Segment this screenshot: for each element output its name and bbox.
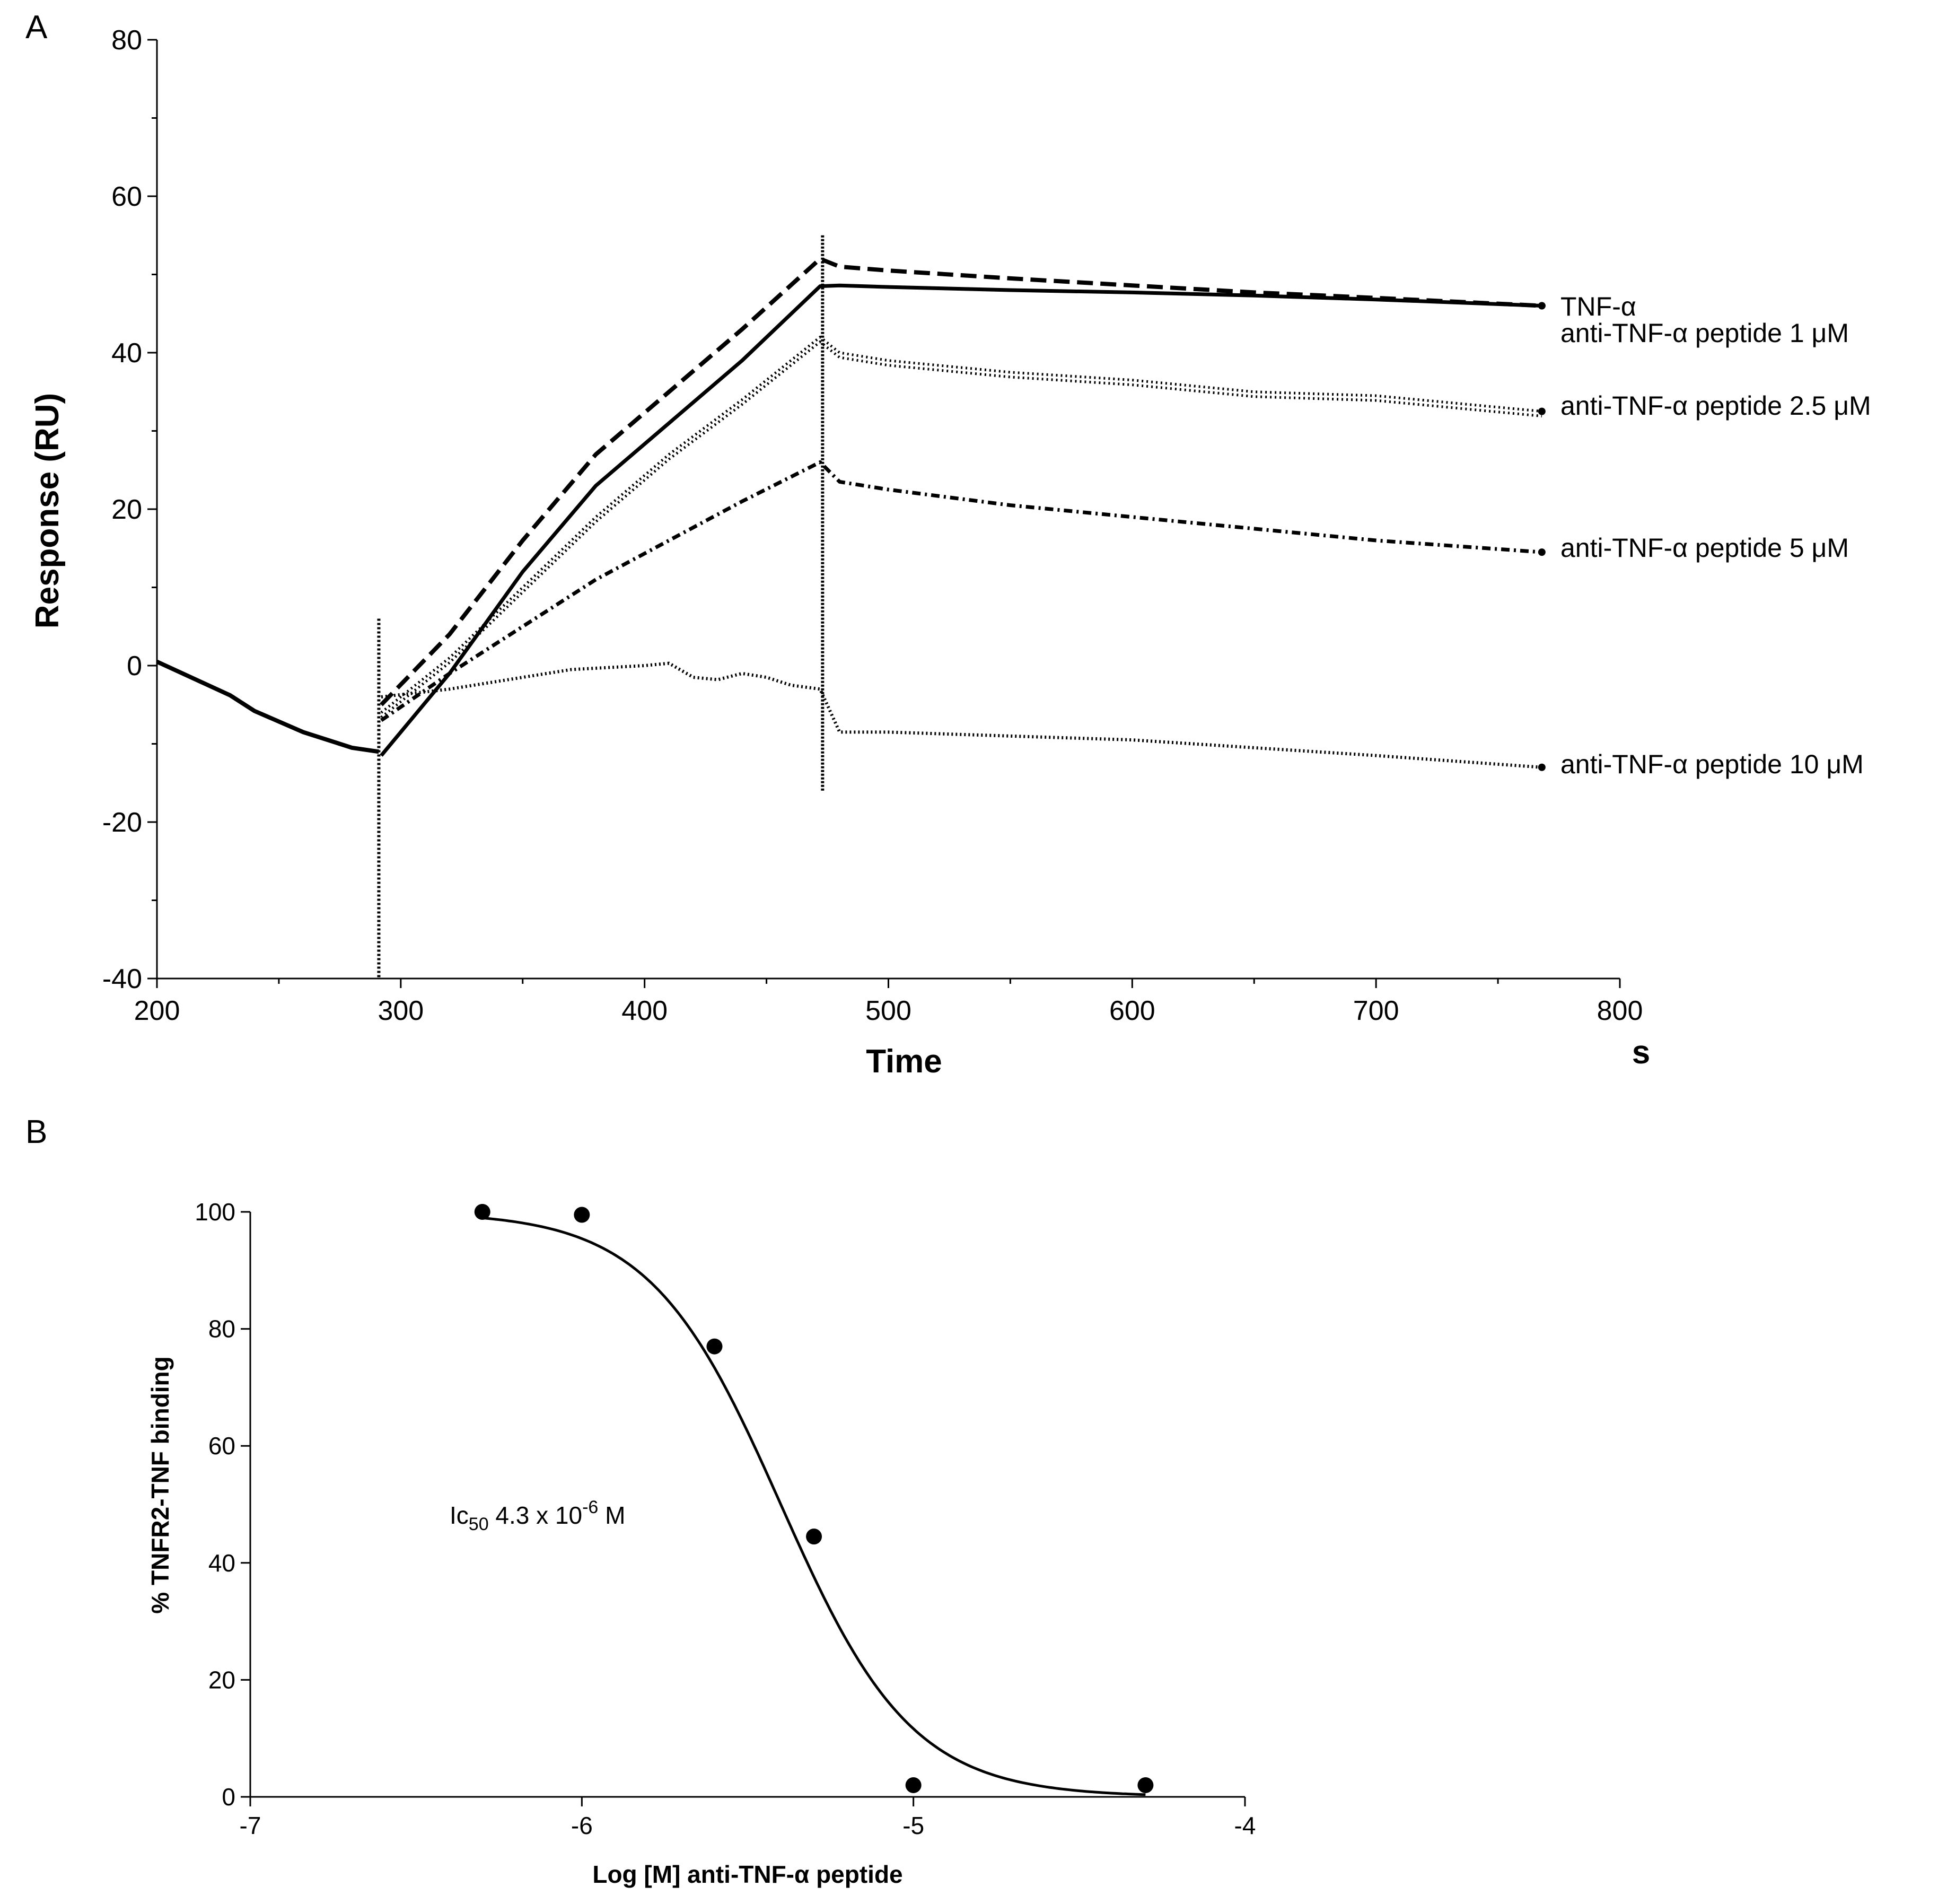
panel-b-y-tick-label: 20 [208, 1666, 235, 1693]
panel-b-y-tick-label: 60 [208, 1432, 235, 1460]
panel-a-x-tick-label: 500 [865, 995, 911, 1026]
ic50-value: 4.3 x 10 [495, 1501, 582, 1529]
series-10um-line [381, 661, 1542, 769]
series-1um-line [380, 283, 1542, 757]
panel-b-x-tick-label: -4 [1234, 1812, 1256, 1839]
series-label-2-5um: anti-TNF-α peptide 2.5 μM [1560, 391, 1871, 421]
data-point [706, 1338, 723, 1355]
series-2-5um-line [380, 336, 1542, 714]
series-tnf-line [380, 257, 1542, 706]
panel-b-y-tick-label: 40 [208, 1549, 235, 1577]
panel-a-x-unit: s [1632, 1034, 1650, 1071]
panel-a-letter: A [25, 9, 48, 46]
data-point [1137, 1777, 1154, 1793]
series-label-tnf: TNF-α [1560, 292, 1636, 321]
series-end-marker [1538, 302, 1546, 310]
ic50-unit: M [605, 1501, 625, 1529]
ic50-subscript: 50 [469, 1514, 489, 1534]
panel-a-x-tick-label: 700 [1353, 995, 1399, 1026]
ic50-prefix: Ic [450, 1501, 469, 1529]
panel-a-x-tick-label: 400 [621, 995, 668, 1026]
panel-b-y-tick-label: 0 [222, 1783, 235, 1811]
series-end-marker [1538, 763, 1546, 771]
series-label-5um: anti-TNF-α peptide 5 μM [1560, 533, 1849, 563]
data-point [474, 1204, 490, 1220]
panel-a-y-tick-label: -20 [102, 807, 142, 838]
panel-b-y-tick-label: 80 [208, 1315, 235, 1343]
panel-b-x-title: Log [M] anti-TNF-α peptide [592, 1861, 902, 1888]
panel-a-x-tick-label: 300 [378, 995, 424, 1026]
baseline-trace [156, 659, 379, 754]
panel-a-x-tick-label: 600 [1109, 995, 1155, 1026]
series-2-5um-line-second [380, 340, 1542, 719]
panel-a-y-tick-label: 80 [111, 25, 142, 56]
ic50-exponent: -6 [582, 1497, 598, 1517]
ic50-annotation: Ic50 4.3 x 10-6 M [450, 1497, 625, 1534]
data-point [905, 1777, 922, 1793]
panel-a-y-title: Response (RU) [29, 393, 66, 628]
series-end-marker [1538, 548, 1546, 556]
data-point [806, 1529, 822, 1545]
ic50-fit-curve [482, 1216, 1146, 1796]
panel-b-x-tick-label: -7 [240, 1812, 261, 1839]
panel-b-x-tick-label: -6 [571, 1812, 593, 1839]
panel-b-y-title: % TNFR2-TNF binding [146, 1356, 174, 1613]
panel-a-y-tick-label: 0 [127, 651, 142, 682]
data-point [574, 1207, 590, 1223]
panel-a-y-tick-label: 40 [111, 338, 142, 369]
panel-a-x-tick-label: 800 [1597, 995, 1643, 1026]
series-5um-line [380, 460, 1542, 722]
series-label-10um: anti-TNF-α peptide 10 μM [1560, 749, 1864, 779]
panel-b-y-tick-label: 100 [195, 1198, 235, 1226]
panel-a-x-title: Time [866, 1043, 942, 1080]
panel-b-letter: B [25, 1114, 47, 1150]
series-label-1um: anti-TNF-α peptide 1 μM [1560, 318, 1849, 348]
panel-a-chart: 200 300 400 500 600 700 800 -40 -20 0 20 40 60 80 Tim… [29, 25, 1871, 1080]
panel-a-y-tick-label: -40 [102, 964, 142, 994]
panel-b-x-tick-label: -5 [902, 1812, 924, 1839]
series-end-marker [1538, 407, 1546, 415]
panel-a-y-tick-label: 60 [111, 181, 142, 212]
panel-a-y-tick-label: 20 [111, 494, 142, 525]
panel-a-x-tick-label: 200 [134, 995, 180, 1026]
